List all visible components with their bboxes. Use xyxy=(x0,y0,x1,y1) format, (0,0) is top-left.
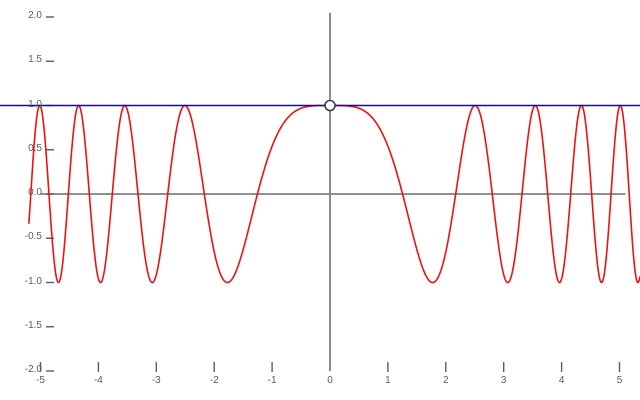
y-tick-label: -1.0 xyxy=(24,275,42,287)
x-tick-label: 4 xyxy=(558,375,565,386)
x-tick-label: -3 xyxy=(151,375,161,386)
reference-lines xyxy=(40,12,626,371)
limit-point-marker xyxy=(324,99,336,112)
x-tick-label: 3 xyxy=(500,375,507,386)
x-tick-label: 1 xyxy=(385,375,391,386)
x-tick-label: 5 xyxy=(616,375,623,386)
x-tick-label: -2 xyxy=(209,375,219,386)
x-tick-label: 2 xyxy=(443,375,449,386)
x-tick-label: -1 xyxy=(267,375,277,386)
y-tick-label: 1.5 xyxy=(28,54,42,66)
y-tick-label: 1.0 xyxy=(28,98,42,110)
y-tick-label: -1.5 xyxy=(24,319,42,331)
x-tick-label: 0 xyxy=(327,375,333,386)
x-tick-label: -4 xyxy=(93,375,103,386)
x-tick-label: -5 xyxy=(36,375,45,386)
y-tick-label: 0.5 xyxy=(28,142,42,154)
tick-marks xyxy=(39,16,621,372)
y-tick-label: 0.0 xyxy=(28,187,42,198)
y-tick-label: -0.5 xyxy=(24,231,42,243)
y-tick-label: 2.0 xyxy=(28,10,42,21)
y-tick-label: -2.0 xyxy=(24,364,42,375)
data-markers xyxy=(324,99,336,112)
